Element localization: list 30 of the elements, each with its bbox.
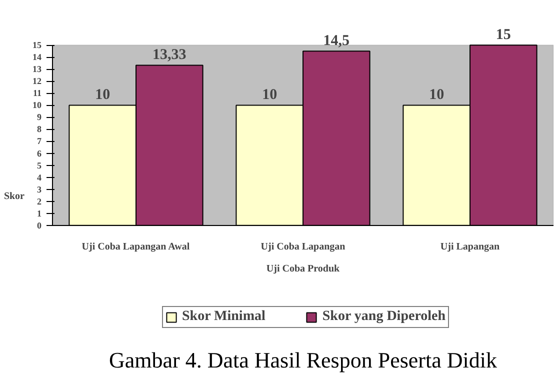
text: Gambar 4. Data Hasil Respon Peserta Didik [109, 348, 497, 372]
y-tick-label: 13 [32, 64, 42, 74]
y-tick-label: 4 [37, 172, 42, 182]
y-tick-label: 0 [37, 220, 42, 230]
y-tick-label: 1 [37, 208, 42, 218]
data-label: 13,33 [152, 47, 186, 64]
y-tick-label: 15 [32, 40, 42, 50]
x-tick-label: Uji Lapangan [440, 241, 500, 252]
y-tick-label: 5 [37, 160, 42, 170]
y-tick-label: 10 [32, 100, 42, 110]
data-label: 10 [429, 87, 444, 104]
y-tick-label: 14 [32, 52, 42, 62]
y-tick-label: 3 [37, 184, 42, 194]
y-tick-label: 6 [37, 148, 42, 158]
data-label: 14,5 [323, 33, 350, 50]
data-label: 10 [95, 87, 110, 104]
y-tick-label: 7 [37, 136, 42, 146]
data-label: 10 [262, 87, 278, 104]
legend-label: Skor Minimal [182, 309, 266, 325]
y-tick-label: 9 [37, 112, 42, 122]
y-axis-title: Skor [4, 191, 26, 202]
legend-label: Skor yang Diperoleh [322, 309, 446, 325]
y-tick-label: 11 [32, 88, 42, 98]
x-axis-title: Uji Coba Produk [266, 264, 340, 274]
y-tick-label: 8 [37, 124, 42, 134]
x-tick-label: Uji Coba Lapangan Awal [82, 241, 190, 252]
y-tick-label: 12 [32, 76, 42, 86]
x-tick-label: Uji Coba Lapangan [260, 241, 346, 252]
y-tick-label: 2 [37, 196, 42, 206]
data-label: 15 [496, 27, 511, 44]
